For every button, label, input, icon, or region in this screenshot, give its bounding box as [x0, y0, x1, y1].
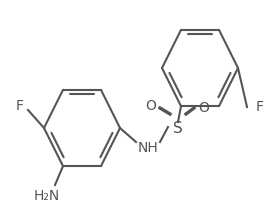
Text: H₂N: H₂N: [34, 189, 60, 203]
Text: F: F: [256, 100, 264, 114]
Text: S: S: [173, 121, 183, 135]
Text: NH: NH: [138, 141, 158, 155]
Text: F: F: [16, 99, 24, 113]
Text: O: O: [145, 99, 156, 113]
Text: O: O: [199, 101, 209, 115]
